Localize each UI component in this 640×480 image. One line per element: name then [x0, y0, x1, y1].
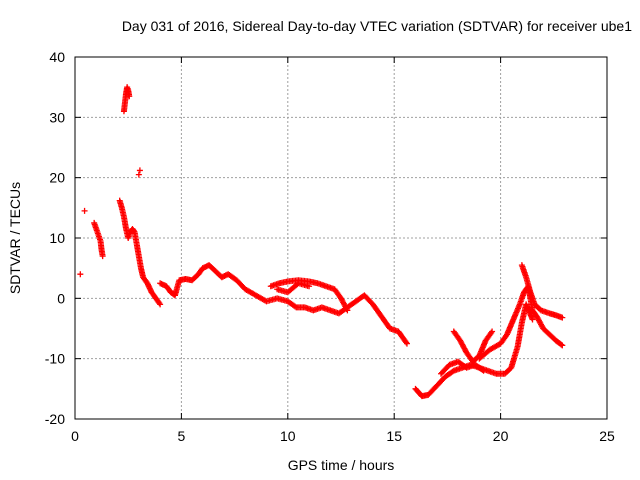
y-axis-label: SDTVAR / TECUs	[7, 182, 23, 294]
data-point	[479, 366, 486, 373]
series-arc-4	[267, 277, 351, 314]
data-point	[403, 340, 410, 347]
series-arc-10	[438, 358, 487, 377]
x-tick-label: 5	[178, 428, 186, 444]
data-point	[77, 271, 84, 278]
data-point	[156, 300, 163, 307]
series-early-points	[77, 207, 88, 278]
data-point	[126, 93, 133, 100]
series-arc-5	[274, 280, 313, 296]
x-axis-label: GPS time / hours	[288, 457, 395, 473]
x-tick-label: 0	[71, 428, 79, 444]
data-point	[559, 314, 566, 321]
y-tick-label: 20	[49, 170, 65, 186]
x-tick-label: 25	[599, 428, 615, 444]
series-spike-b	[135, 167, 143, 178]
data-point	[403, 339, 410, 346]
y-tick-label: -20	[45, 411, 65, 427]
data-point	[99, 253, 106, 260]
y-tick-label: -10	[45, 351, 65, 367]
series-arc-6	[412, 301, 536, 400]
data-point	[344, 307, 351, 314]
series-spike-a	[120, 84, 133, 115]
y-tick-label: 10	[49, 230, 65, 246]
y-tick-label: 0	[57, 290, 65, 306]
data-point	[135, 171, 142, 178]
data-point	[559, 342, 566, 349]
data-point	[136, 167, 143, 174]
y-tick-label: 40	[49, 49, 65, 65]
data-point	[529, 316, 536, 323]
series-arc-7	[450, 328, 496, 365]
data-point	[489, 328, 496, 335]
x-tick-label: 15	[386, 428, 402, 444]
data-point	[488, 329, 495, 336]
chart-title: Day 031 of 2016, Sidereal Day-to-day VTE…	[121, 18, 632, 34]
data-point	[480, 367, 487, 374]
data-point	[306, 283, 313, 290]
series-arc-1	[91, 219, 106, 260]
data-point	[558, 341, 565, 348]
x-tick-label: 10	[280, 428, 296, 444]
y-tick-label: 30	[49, 109, 65, 125]
data-point	[157, 301, 164, 308]
series-arc-9	[518, 262, 566, 321]
series-arc-2	[116, 197, 164, 308]
x-tick-label: 20	[493, 428, 509, 444]
data-point	[81, 207, 88, 214]
data-point	[343, 306, 350, 313]
series-arc-3	[157, 262, 410, 347]
